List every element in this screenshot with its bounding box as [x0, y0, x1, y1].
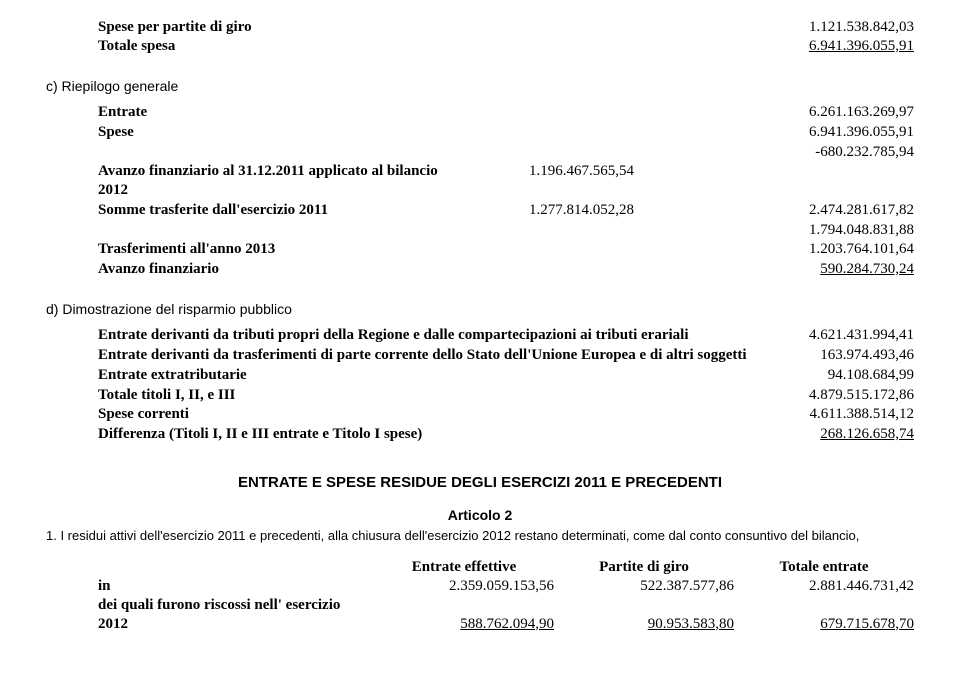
residue-row-col-3: 2.881.446.731,42: [734, 577, 914, 596]
section-c-title: c) Riepilogo generale: [46, 78, 914, 96]
section-d-title: d) Dimostrazione del risparmio pubblico: [46, 301, 914, 319]
section-c-row: Avanzo finanziario 590.284.730,24: [98, 260, 914, 279]
section-d-row-label: Spese correnti: [98, 405, 774, 424]
section-c-row-right: 2.474.281.617,82: [774, 201, 914, 220]
residue-row: in2.359.059.153,56522.387.577,862.881.44…: [98, 577, 914, 596]
section-c-row-right: 590.284.730,24: [774, 260, 914, 279]
residue-row-label: dei quali furono riscossi nell' esercizi…: [98, 596, 374, 634]
top-totale-value: 6.941.396.055,91: [774, 37, 914, 56]
section-d-row: Entrate derivanti da trasferimenti di pa…: [98, 346, 914, 365]
section-d-row-label: Entrate derivanti da tributi propri dell…: [98, 326, 774, 345]
section-c-row: Avanzo finanziario al 31.12.2011 applica…: [98, 162, 914, 200]
residue-row-col-1: 2.359.059.153,56: [374, 577, 554, 596]
section-c-row-label: Avanzo finanziario al 31.12.2011 applica…: [98, 162, 454, 200]
residue-headers: Entrate effettive Partite di giro Totale…: [98, 558, 914, 577]
section-d-row: Entrate extratributarie94.108.684,99: [98, 366, 914, 385]
section-c-row: Entrate 6.261.163.269,97: [98, 103, 914, 122]
section-c-row-mid2: [644, 162, 774, 181]
section-d-row: Entrate derivanti da tributi propri dell…: [98, 326, 914, 345]
section-c-row-right: 1.203.764.101,64: [774, 240, 914, 259]
residue-row-label: in: [98, 577, 374, 596]
top-totale-label: Totale spesa: [98, 37, 774, 56]
section-d-row-label: Entrate extratributarie: [98, 366, 774, 385]
section-d-row-right: 4.611.388.514,12: [774, 405, 914, 424]
section-d-row-label: Differenza (Titoli I, II e III entrate e…: [98, 425, 774, 444]
residue-row-col-3: 679.715.678,70: [734, 615, 914, 634]
header-partite-giro: Partite di giro: [554, 558, 734, 577]
section-c-row: -680.232.785,94: [98, 143, 914, 162]
section-c-row: Somme trasferite dall'esercizio 2011 1.27…: [98, 201, 914, 220]
section-c-body: Entrate 6.261.163.269,97 Spese 6.941.396.05…: [46, 103, 914, 279]
top-giro-label: Spese per partite di giro: [98, 18, 774, 37]
section-c-row: 1.794.048.831,88: [98, 221, 914, 240]
section-c-row-mid2: [644, 201, 774, 220]
section-d-row-right: 268.126.658,74: [774, 425, 914, 444]
section-d-row-right: 4.621.431.994,41: [774, 326, 914, 345]
section-c-row-label: Somme trasferite dall'esercizio 2011: [98, 201, 454, 220]
section-c-row-right: 6.941.396.055,91: [774, 123, 914, 142]
section-d-row-label: Totale titoli I, II, e III: [98, 386, 774, 405]
section-c-row-mid: 1.196.467.565,54: [454, 162, 774, 181]
section-c-row-mid: 1.277.814.052,28: [454, 201, 774, 220]
residue-row-col-2: 90.953.583,80: [554, 615, 734, 634]
section-d-row-label: Entrate derivanti da trasferimenti di pa…: [98, 346, 774, 365]
residue-rows: in2.359.059.153,56522.387.577,862.881.44…: [98, 577, 914, 633]
section-c-row-right: 6.261.163.269,97: [774, 103, 914, 122]
section-d-row-right: 163.974.493,46: [774, 346, 914, 365]
section-c-row-right: 1.794.048.831,88: [774, 221, 914, 240]
section-c-row-label: Avanzo finanziario: [98, 260, 454, 279]
section-c-row: Trasferimenti all'anno 2013 1.203.764.101…: [98, 240, 914, 259]
top-giro-value: 1.121.538.842,03: [774, 18, 914, 37]
section-c-row: Spese 6.941.396.055,91: [98, 123, 914, 142]
section-c-row-label: Spese: [98, 123, 454, 142]
header-totale-entrate: Totale entrate: [734, 558, 914, 577]
section-c-row-label: Entrate: [98, 103, 454, 122]
article-label: Articolo 2: [46, 507, 914, 525]
section-c-row-mid1: 1.196.467.565,54: [504, 162, 634, 181]
section-d-row-right: 94.108.684,99: [774, 366, 914, 385]
residue-row-col-1: 588.762.094,90: [374, 615, 554, 634]
section-c-row-label: Trasferimenti all'anno 2013: [98, 240, 454, 259]
residue-row-col-2: 522.387.577,86: [554, 577, 734, 596]
section-d-body: Entrate derivanti da tributi propri dell…: [46, 326, 914, 444]
header-entrate-effettive: Entrate effettive: [374, 558, 554, 577]
section-d-row-right: 4.879.515.172,86: [774, 386, 914, 405]
residue-row: dei quali furono riscossi nell' esercizi…: [98, 596, 914, 634]
section-c-row-mid1: 1.277.814.052,28: [504, 201, 634, 220]
section-d-row: Spese correnti4.611.388.514,12: [98, 405, 914, 424]
section-c-row-right: -680.232.785,94: [774, 143, 914, 162]
section-d-row: Totale titoli I, II, e III4.879.515.172,…: [98, 386, 914, 405]
article-body: 1. I residui attivi dell'esercizio 2011 …: [46, 528, 914, 544]
section-d-row: Differenza (Titoli I, II e III entrate e…: [98, 425, 914, 444]
residue-title: ENTRATE E SPESE RESIDUE DEGLI ESERCIZI 2…: [46, 474, 914, 493]
